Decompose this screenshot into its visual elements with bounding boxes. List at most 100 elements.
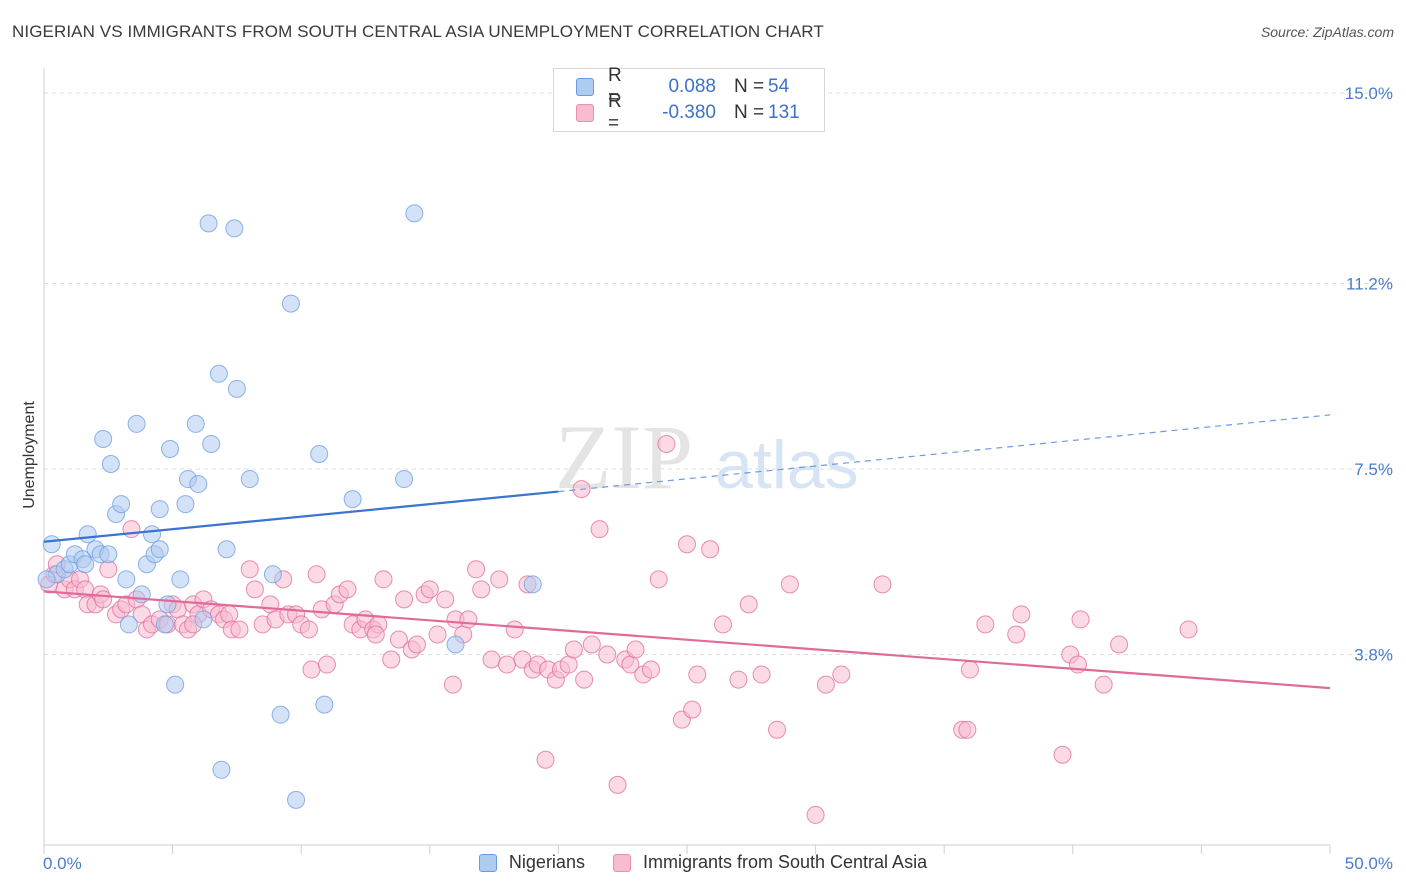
x-tick-labels: 0.0% 50.0% [43, 854, 1393, 873]
data-point [443, 675, 462, 694]
data-point [806, 805, 825, 824]
data-point [37, 570, 56, 589]
data-point [405, 204, 424, 223]
watermark-atlas: atlas [715, 427, 859, 503]
data-point [117, 570, 136, 589]
data-point [467, 560, 486, 579]
data-point [701, 540, 720, 559]
data-point [199, 214, 218, 233]
data-point [302, 660, 321, 679]
data-point [240, 560, 259, 579]
data-point [536, 750, 555, 769]
legend-r-label: R = [608, 91, 622, 134]
data-point [958, 720, 977, 739]
y-axis-label: Unemployment [21, 401, 38, 509]
y-tick-labels: 3.8% 7.5% 11.2% 15.0% [1345, 84, 1393, 664]
data-point [150, 540, 169, 559]
x-tick-label: 0.0% [43, 854, 82, 873]
data-point [287, 790, 306, 809]
data-point [976, 615, 995, 634]
data-points [37, 204, 1198, 824]
series-legend-immigrants[interactable]: Immigrants from South Central Asia [612, 852, 927, 873]
data-point [626, 640, 645, 659]
data-point [112, 495, 131, 514]
data-point [307, 565, 326, 584]
data-point [714, 615, 733, 634]
data-point [227, 379, 246, 398]
legend-n-label: N = [734, 102, 765, 123]
data-point [202, 434, 221, 453]
source-label: Source: ZipAtlas.com [1260, 24, 1394, 40]
data-point [166, 675, 185, 694]
data-point [459, 610, 478, 629]
y-tick-label: 7.5% [1354, 460, 1393, 479]
data-point [395, 470, 414, 489]
data-point [1007, 625, 1026, 644]
data-point [752, 665, 771, 684]
data-point [582, 635, 601, 654]
data-point [76, 555, 95, 574]
correlation-legend: R = 0.088 N = 54 R = -0.380 N = 131 [553, 65, 825, 134]
data-point [374, 570, 393, 589]
data-point [338, 580, 357, 599]
data-point [271, 705, 290, 724]
data-point [505, 620, 524, 639]
data-point [261, 595, 280, 614]
data-point [101, 455, 120, 474]
data-point [832, 665, 851, 684]
data-point [119, 615, 138, 634]
legend-n-value: 131 [768, 102, 800, 123]
legend-swatch-nigerians [576, 78, 594, 96]
legend-row-immigrants: R = -0.380 N = 131 [576, 91, 800, 134]
data-point [132, 585, 151, 604]
data-point [816, 675, 835, 694]
data-point [382, 650, 401, 669]
legend-n-label: N = [734, 76, 765, 97]
data-point [657, 434, 676, 453]
data-point [482, 650, 501, 669]
data-point [446, 635, 465, 654]
data-point [127, 414, 146, 433]
data-point [230, 620, 249, 639]
data-point [564, 640, 583, 659]
data-point [225, 219, 244, 238]
data-point [158, 595, 177, 614]
data-point [1179, 620, 1198, 639]
series-legend-nigerians[interactable]: Nigerians [478, 852, 585, 873]
legend-swatch-immigrants [576, 104, 594, 122]
data-point [490, 570, 509, 589]
data-point [523, 575, 542, 594]
trend-line-nigerians [43, 490, 559, 543]
x-tick-label: 50.0% [1345, 854, 1393, 873]
data-point [94, 429, 113, 448]
data-point [1012, 605, 1031, 624]
data-point [395, 590, 414, 609]
data-point [590, 520, 609, 539]
data-point [780, 575, 799, 594]
legend-r-value: 0.088 [668, 76, 716, 97]
data-point [315, 695, 334, 714]
chart-title: NIGERIAN VS IMMIGRANTS FROM SOUTH CENTRA… [12, 22, 824, 41]
data-point [245, 580, 264, 599]
data-point [94, 590, 113, 609]
legend-row-nigerians: R = 0.088 N = 54 [576, 65, 789, 108]
data-point [472, 580, 491, 599]
y-tick-label: 11.2% [1346, 275, 1393, 294]
data-point [217, 540, 236, 559]
data-point [263, 565, 282, 584]
data-point [122, 520, 141, 539]
data-point [194, 610, 213, 629]
series-name: Nigerians [508, 852, 585, 872]
data-point [1071, 610, 1090, 629]
data-point [768, 720, 787, 739]
legend-r-label: R = [608, 65, 622, 108]
data-point [99, 545, 118, 564]
data-point [598, 645, 617, 664]
data-point [212, 760, 231, 779]
data-point [209, 364, 228, 383]
data-point [649, 570, 668, 589]
data-point [161, 439, 180, 458]
data-point [143, 525, 162, 544]
trend-lines [43, 414, 1331, 690]
